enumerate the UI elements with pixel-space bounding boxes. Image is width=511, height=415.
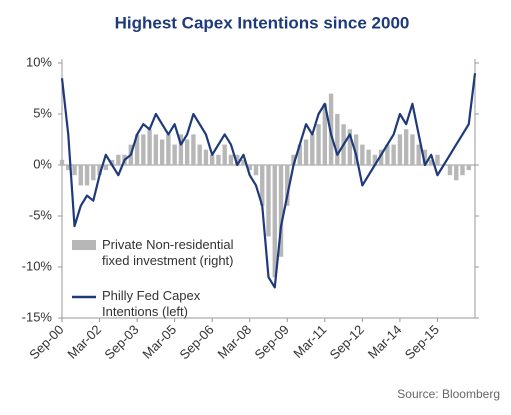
bar	[228, 154, 234, 165]
bar	[216, 154, 221, 165]
bar	[191, 134, 196, 165]
bar	[134, 134, 140, 165]
x-tick-label: Sep-06	[176, 322, 216, 362]
bar	[416, 144, 421, 165]
bar	[184, 139, 190, 165]
bar	[247, 165, 252, 171]
x-tick-label: Sep-15	[402, 322, 442, 362]
y-tick-label: 5%	[33, 105, 52, 120]
bar	[266, 165, 271, 237]
y-tick-label: 0%	[33, 156, 52, 171]
bar	[353, 134, 359, 165]
line	[60, 73, 477, 289]
bar	[447, 165, 453, 176]
bar	[391, 144, 396, 165]
bar	[103, 165, 108, 171]
bar	[360, 144, 365, 165]
legend-label: Philly Fed Capex Intentions (left)	[102, 288, 201, 319]
bar	[378, 149, 384, 165]
bar	[59, 159, 65, 165]
bar	[397, 134, 403, 165]
bar	[422, 149, 428, 165]
y-tick-label: 10%	[26, 54, 52, 69]
bar	[116, 154, 121, 165]
x-tick-label: Mar-02	[64, 322, 104, 362]
bar	[209, 154, 215, 165]
bar	[372, 154, 378, 165]
bar	[178, 134, 184, 165]
bar	[241, 159, 246, 165]
bar	[297, 144, 302, 165]
bar	[222, 144, 227, 165]
chart-title: Highest Capex Intentions since 2000	[115, 13, 410, 32]
bar	[460, 165, 465, 176]
bar	[403, 129, 409, 165]
bar	[454, 165, 459, 181]
bar	[166, 134, 171, 165]
bar	[91, 165, 96, 181]
bar	[253, 165, 259, 176]
bar	[385, 144, 390, 165]
bar	[272, 165, 277, 278]
bar	[316, 124, 321, 165]
bar	[141, 134, 146, 165]
bar	[109, 159, 115, 165]
bar	[78, 165, 83, 186]
bar	[366, 149, 371, 165]
bar	[429, 159, 434, 165]
bar	[203, 149, 209, 165]
x-tick-label: Mar-08	[215, 322, 255, 362]
x-tick-label: Sep-12	[327, 322, 367, 362]
x-tick-label: Mar-14	[365, 322, 405, 362]
y-tick-label: -5%	[29, 207, 53, 222]
bar	[291, 154, 296, 165]
bar	[260, 165, 265, 206]
bar	[172, 144, 177, 165]
bar	[147, 129, 152, 165]
bar	[84, 165, 90, 186]
bar	[159, 139, 165, 165]
source: Source: Bloomberg	[397, 387, 500, 401]
bar	[235, 154, 240, 165]
bar	[435, 154, 440, 165]
legend-swatch	[72, 240, 96, 250]
y-tick-label: -15%	[22, 309, 53, 324]
x-tick-label: Mar-11	[290, 322, 329, 361]
bar	[466, 165, 471, 171]
bar	[322, 103, 328, 165]
bar	[66, 165, 71, 171]
bar	[410, 134, 415, 165]
bar	[285, 165, 290, 206]
x-tick-label: Sep-09	[252, 322, 292, 362]
bar	[72, 165, 77, 176]
bar	[310, 134, 315, 165]
legend-label: Private Non-residential fixed investment…	[102, 237, 234, 268]
bar	[97, 165, 102, 176]
bar	[197, 144, 202, 165]
bar	[335, 114, 340, 165]
bar	[303, 139, 309, 165]
y-tick-label: -10%	[22, 258, 53, 273]
x-tick-label: Sep-00	[26, 322, 66, 362]
bar	[153, 134, 159, 165]
x-tick-label: Mar-05	[139, 322, 179, 362]
x-tick-label: Sep-03	[101, 322, 141, 362]
bar	[278, 165, 284, 257]
bar	[347, 129, 353, 165]
